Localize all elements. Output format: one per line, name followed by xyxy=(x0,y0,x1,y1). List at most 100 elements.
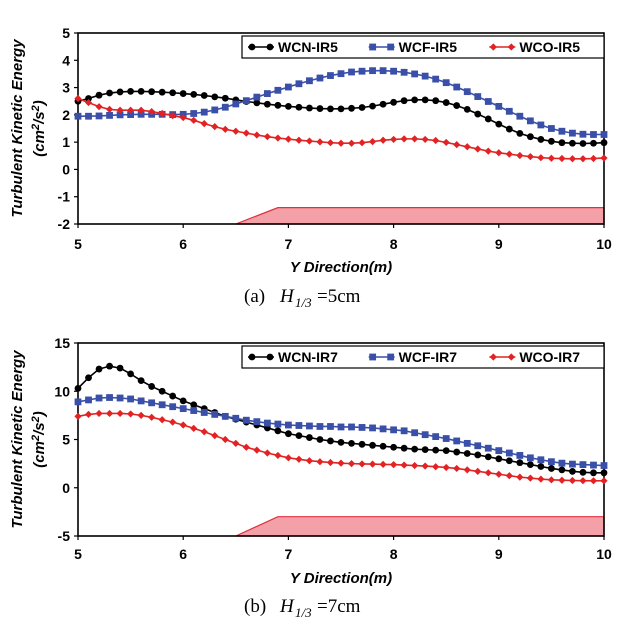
data-point xyxy=(116,106,124,114)
data-point xyxy=(569,460,576,468)
data-point xyxy=(474,93,482,100)
data-point xyxy=(85,112,92,120)
data-point xyxy=(463,450,471,457)
data-point xyxy=(505,449,513,457)
data-point xyxy=(295,422,303,429)
data-point xyxy=(411,445,419,453)
data-point xyxy=(432,463,440,471)
data-point xyxy=(474,467,482,475)
x-tick-label: 8 xyxy=(390,546,398,562)
caption-symbol: H xyxy=(279,596,295,617)
data-point xyxy=(285,421,292,429)
data-point xyxy=(558,476,566,484)
data-point xyxy=(232,127,240,135)
data-point xyxy=(337,139,345,147)
data-point xyxy=(95,103,103,111)
data-point xyxy=(548,458,555,466)
data-point xyxy=(127,370,134,378)
data-point xyxy=(221,103,229,111)
series-WCF-IR5 xyxy=(74,67,608,138)
y-axis-unit-part: ) xyxy=(31,100,48,107)
legend-marker xyxy=(387,353,395,361)
legend-marker xyxy=(266,353,274,361)
data-point xyxy=(274,86,282,94)
data-point xyxy=(127,111,134,118)
data-point xyxy=(127,395,134,403)
y-tick-label: 5 xyxy=(62,432,70,448)
data-point xyxy=(358,139,366,147)
legend-label: WCF-IR5 xyxy=(399,39,458,55)
data-point xyxy=(295,136,303,144)
data-point xyxy=(390,135,398,144)
data-point xyxy=(432,433,440,441)
data-point xyxy=(85,95,92,102)
data-point xyxy=(242,97,250,105)
data-point xyxy=(337,70,345,78)
data-point xyxy=(158,387,166,395)
data-point xyxy=(411,461,419,470)
data-point xyxy=(106,89,113,97)
data-point xyxy=(516,112,524,120)
data-point xyxy=(337,105,345,113)
data-point xyxy=(169,89,177,97)
series-WCN-IR5 xyxy=(74,87,608,147)
data-point xyxy=(537,121,545,129)
data-point xyxy=(263,90,271,97)
data-point xyxy=(463,466,471,474)
data-point xyxy=(137,397,145,405)
data-point xyxy=(505,125,513,133)
data-point xyxy=(474,451,482,459)
series-line xyxy=(77,396,605,467)
y-axis-unit-part: 2 xyxy=(30,105,42,112)
data-point xyxy=(348,439,355,447)
data-point xyxy=(85,396,92,404)
data-point xyxy=(442,447,450,454)
data-point xyxy=(327,437,334,445)
data-point xyxy=(127,87,134,95)
data-point xyxy=(442,463,450,472)
data-point xyxy=(505,150,513,158)
data-point xyxy=(348,423,355,431)
series-WCO-IR7 xyxy=(74,409,608,485)
data-point xyxy=(74,398,82,406)
data-point xyxy=(106,394,113,401)
data-point xyxy=(369,441,376,449)
data-point xyxy=(137,106,145,114)
data-point xyxy=(505,457,513,465)
x-tick-label: 7 xyxy=(285,546,293,562)
data-point xyxy=(390,426,397,434)
data-point xyxy=(411,70,419,78)
data-point xyxy=(474,110,482,118)
legend-label: WCN-IR5 xyxy=(278,39,338,55)
data-point xyxy=(348,104,355,112)
y-tick-label: 0 xyxy=(62,161,70,177)
data-point xyxy=(74,412,82,420)
data-point xyxy=(569,129,576,137)
data-point xyxy=(242,443,250,451)
data-point xyxy=(474,442,482,450)
data-point xyxy=(579,461,587,468)
data-point xyxy=(211,106,219,114)
data-point xyxy=(221,435,229,444)
data-point xyxy=(74,112,82,120)
data-point xyxy=(106,362,113,370)
data-point xyxy=(600,469,608,477)
data-point xyxy=(484,98,492,105)
data-point xyxy=(326,458,335,467)
series-line xyxy=(77,412,604,482)
data-point xyxy=(137,110,145,118)
data-point xyxy=(200,92,208,99)
data-point xyxy=(516,473,524,481)
data-point xyxy=(442,99,450,106)
data-point xyxy=(442,138,450,147)
data-point xyxy=(568,476,577,485)
y-axis-unit-part: 2 xyxy=(30,124,42,131)
data-point xyxy=(327,105,334,113)
data-point xyxy=(74,94,82,103)
data-point xyxy=(590,131,597,138)
y-tick-label: 10 xyxy=(54,383,70,399)
data-point xyxy=(158,401,166,409)
data-point xyxy=(590,139,597,147)
data-point xyxy=(179,405,187,413)
